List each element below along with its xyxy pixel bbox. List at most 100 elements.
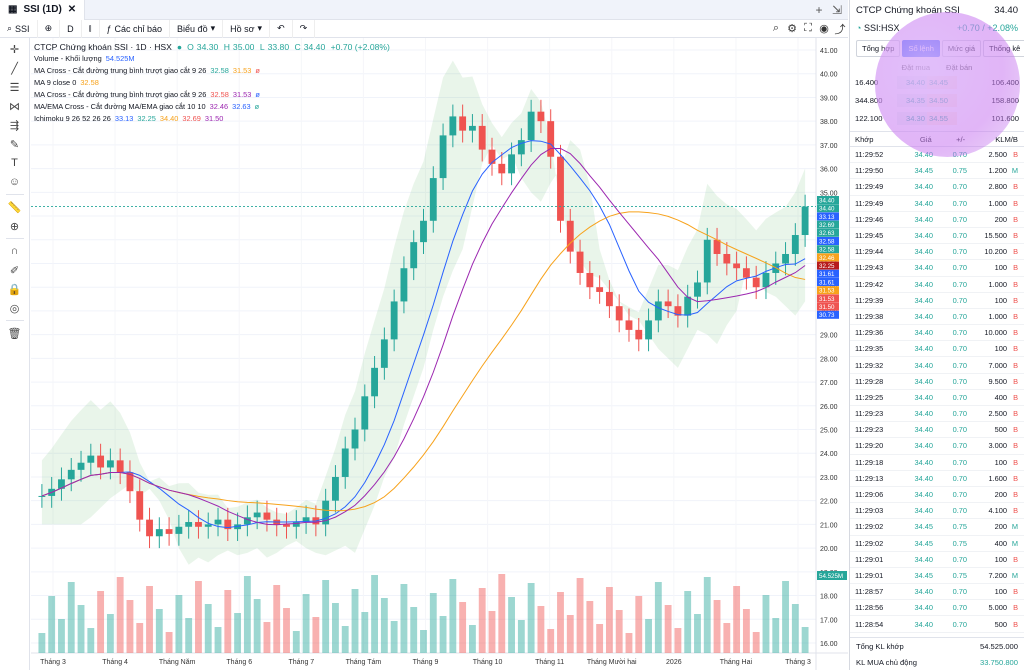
trade-cell: 34.45 — [914, 166, 934, 176]
panel-tab[interactable]: Thống kê — [983, 40, 1024, 57]
price-tag — [817, 253, 839, 262]
volume-bar — [566, 615, 574, 653]
crosshair-icon[interactable]: ✛ — [9, 43, 20, 56]
trade-cell: B — [1013, 506, 1018, 516]
price-tick-label: 18.00 — [820, 594, 838, 601]
eye-icon[interactable]: ◎ — [9, 302, 20, 315]
chart-type-button[interactable]: Biểu đồ ▾ — [170, 19, 224, 38]
candle-body — [782, 253, 789, 264]
emoji-icon[interactable]: ☺ — [8, 176, 21, 188]
price-tag-label: 34.40 — [819, 197, 835, 204]
profile-button[interactable]: Hồ sơ ▾ — [223, 19, 271, 38]
panel-tab[interactable]: Mức giá — [941, 40, 982, 57]
price-tag-label: 32.58 — [819, 238, 835, 245]
trade-cell: 0.70 — [952, 214, 967, 224]
trade-cell: 11:28:54 — [855, 619, 884, 629]
camera-icon[interactable]: ◉ — [819, 23, 829, 35]
chart-area[interactable]: CTCP Chứng khoán SSI · 1D · HSX ● O 34.30… — [31, 38, 848, 670]
zoom-in-icon[interactable]: ⊕ — [9, 220, 20, 233]
indicator-row[interactable]: MA 9 close 0 32.58 — [34, 77, 393, 89]
trades-column-header: KL — [995, 134, 1005, 144]
trade-cell: 34.40 — [914, 263, 934, 273]
price-chart[interactable]: 41.0040.0039.0038.0037.0036.0035.0034.00… — [31, 38, 848, 670]
indicator-row[interactable]: MA Cross - Cắt đường trung bình trượt gi… — [34, 89, 393, 101]
share-icon[interactable]: ⤴ — [834, 23, 846, 36]
forecast-icon[interactable]: ⇶ — [9, 119, 20, 132]
indicator-value: 32.58 — [80, 78, 99, 87]
add-icon[interactable]: + — [815, 2, 823, 17]
candle-body — [106, 460, 114, 468]
volume-bar — [635, 596, 643, 653]
indicator-value: 31.53 — [232, 66, 252, 75]
drawing-toolbar: ✛ ╱ ☰ ⋈ ⇶ ✎ T ☺ 📏 ⊕ ∩ ✐ 🔒 ◎ 🗑 — [0, 38, 30, 670]
lock-drawings-icon[interactable]: ✐ — [9, 264, 20, 277]
trade-cell: 11:29:45 — [855, 231, 884, 241]
indicators-button[interactable]: ƒ Các chỉ báo — [100, 19, 171, 38]
collapse-icon[interactable]: ⇲ — [831, 2, 843, 17]
trade-cell: B — [1013, 409, 1018, 419]
brush-icon[interactable]: ✎ — [9, 138, 20, 151]
undo-button[interactable]: ↶ — [270, 19, 293, 38]
text-icon[interactable]: T — [11, 157, 18, 169]
pattern-icon[interactable]: ⋈ — [9, 100, 20, 113]
trade-cell: 1.000 — [988, 311, 1008, 321]
settings-icon[interactable]: ⚙ — [787, 23, 797, 35]
compare-button[interactable]: ⊕ — [38, 19, 61, 38]
fib-icon[interactable]: ☰ — [9, 81, 20, 94]
fullscreen-icon[interactable]: ⛶ — [804, 22, 812, 34]
time-tick-label: Tháng Mười hai — [587, 659, 637, 666]
trash-icon[interactable]: 🗑 — [7, 327, 22, 340]
indicator-name: MA/EMA Cross - Cắt đường MA/EMA giao cắt… — [34, 102, 206, 111]
tab-chart[interactable]: ▦ SSI (1D) ✕ — [0, 0, 86, 20]
indicator-row[interactable]: MA Cross - Cắt đường trung bình trượt gi… — [34, 65, 393, 77]
total-volume-row: Tổng KL khớp 54.525.000 — [850, 638, 1024, 654]
trade-cell: 0.70 — [952, 295, 967, 305]
volume-bar — [791, 604, 799, 653]
trade-cell: 1.600 — [988, 473, 1008, 483]
volume-bar — [449, 579, 457, 653]
trade-cell: B — [1013, 473, 1018, 483]
panel-tab[interactable]: Sổ lệnh — [902, 40, 940, 57]
symbol-label: SSI — [15, 23, 30, 34]
magnet-icon[interactable]: ∩ — [10, 245, 19, 257]
panel-tab[interactable]: Tổng hợp — [856, 40, 901, 57]
candle-body — [371, 367, 379, 397]
volume-bar — [97, 591, 105, 653]
ruler-icon[interactable]: 📏 — [7, 201, 22, 214]
ohlc-low: 33.80 — [267, 42, 290, 52]
indicator-row[interactable]: Volume - Khối lượng 54.525M — [34, 53, 393, 65]
trade-cell: 10.200 — [984, 247, 1007, 257]
trade-row: 11:29:35 34.40 0.70 100 B — [850, 341, 1024, 358]
bar-style-button[interactable]: ⫾ — [82, 19, 100, 38]
interval-button[interactable]: D — [60, 19, 82, 38]
quote-subheader: ◔ SSI:HSX +0.70 / +2.08% — [850, 20, 1024, 36]
symbol-search[interactable]: ⌕ SSI — [0, 19, 38, 38]
search-icon: ⌕ — [7, 23, 13, 33]
volume-bar — [459, 602, 467, 653]
trade-cell: 11:29:01 — [855, 554, 884, 564]
indicator-row[interactable]: Ichimoku 9 26 52 26 26 33.13 32.25 34.40 32.… — [34, 113, 393, 125]
trade-cell: 500 — [994, 619, 1007, 629]
trades-list[interactable]: 11:29:52 34.40 0.70 2.500 B 11:29:50 34.45 0.75… — [850, 147, 1024, 647]
candle-body — [38, 495, 46, 497]
trade-cell: 34.40 — [914, 344, 934, 354]
price-tick-label: 22.00 — [820, 499, 838, 506]
price-tick-label: 29.00 — [820, 333, 838, 340]
volume-bar — [498, 574, 506, 653]
quick-search-icon[interactable]: ⌕ — [772, 22, 780, 34]
volume-bar — [508, 597, 515, 653]
trade-cell: 0.70 — [952, 409, 967, 419]
candle-body — [478, 125, 486, 150]
active-buy-value: 33.750.800 — [979, 657, 1018, 667]
redo-button[interactable]: ↷ — [293, 19, 316, 38]
volume-bar — [478, 588, 486, 653]
trade-cell: B — [1013, 182, 1018, 192]
indicator-row[interactable]: MA/EMA Cross - Cắt đường MA/EMA giao cắt… — [34, 101, 393, 113]
trade-cell: 0.70 — [952, 263, 967, 273]
ask-price: 34.45 — [927, 75, 957, 89]
close-icon[interactable]: ✕ — [67, 4, 77, 15]
trade-cell: 34.40 — [914, 392, 934, 402]
trendline-icon[interactable]: ╱ — [11, 62, 18, 75]
lock-icon[interactable]: 🔒 — [7, 283, 22, 296]
price-tag — [817, 286, 839, 295]
